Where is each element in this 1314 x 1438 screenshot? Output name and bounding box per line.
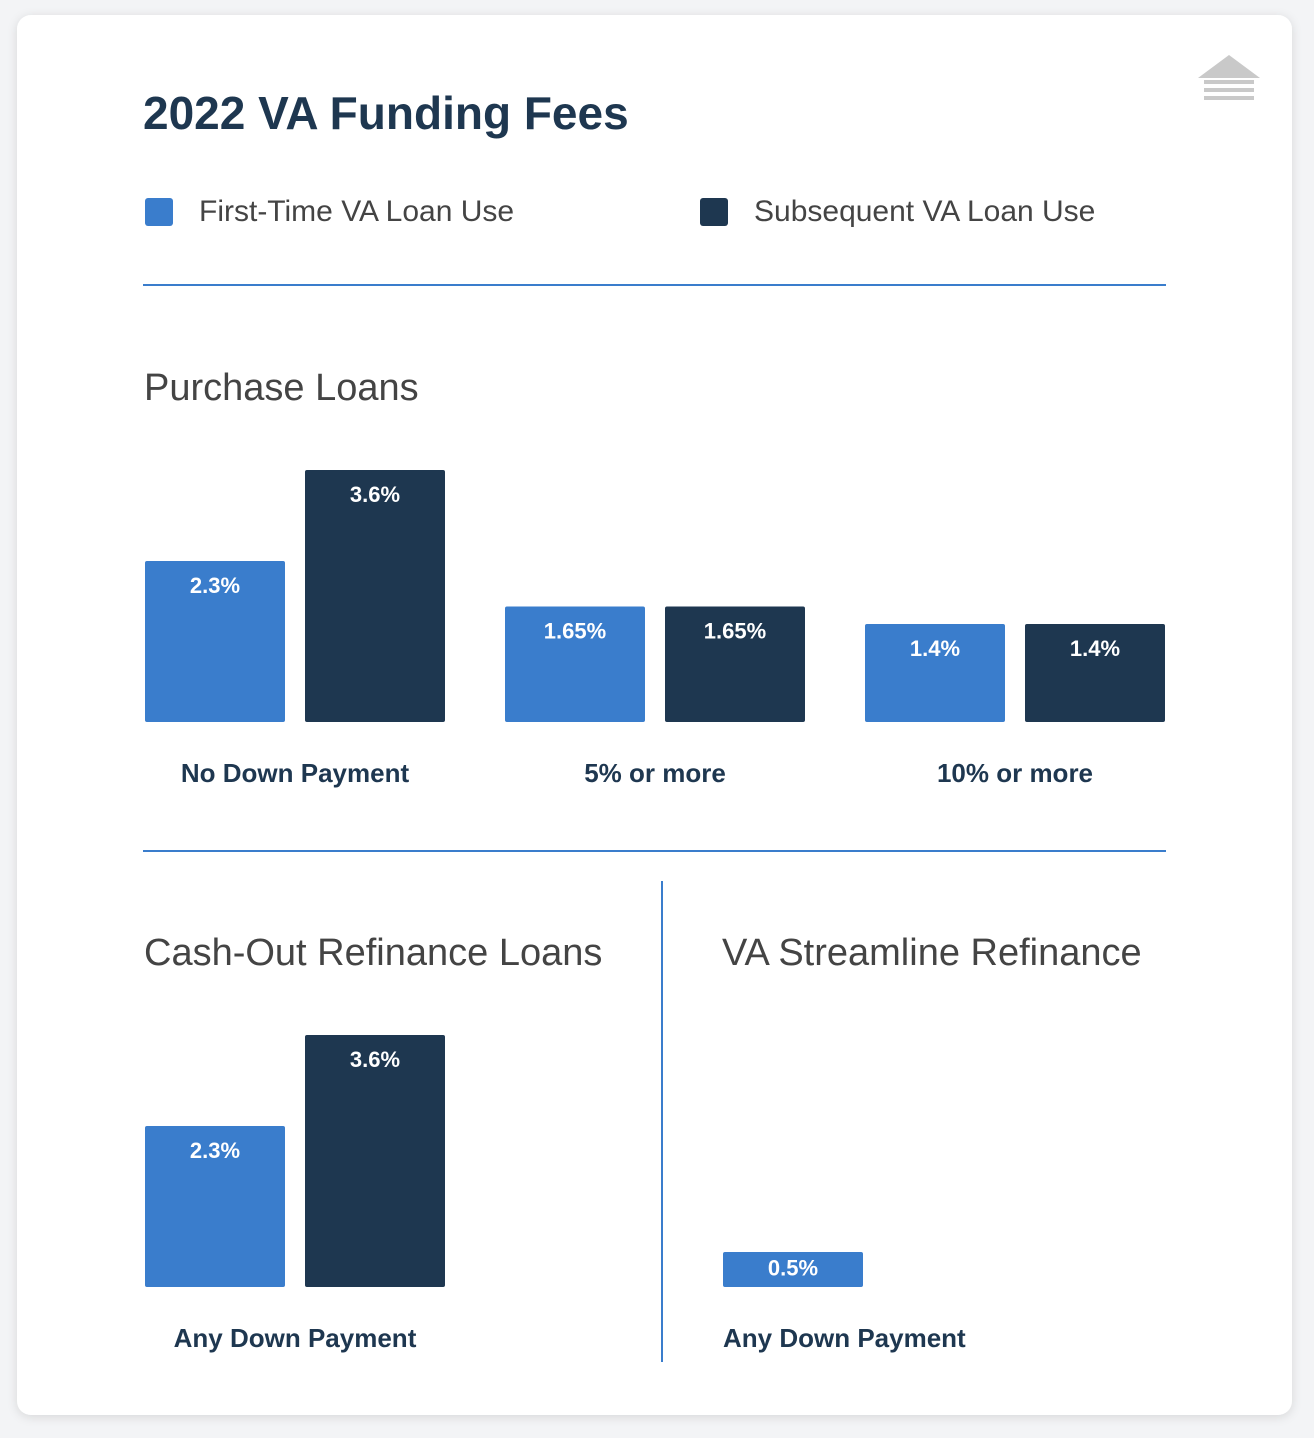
section-title: VA Streamline Refinance [722, 932, 1142, 974]
bar [145, 1126, 285, 1287]
bar [505, 606, 645, 722]
bar [665, 606, 805, 722]
category-label: No Down Payment [181, 758, 410, 788]
value-label: 3.6% [350, 482, 400, 507]
value-label: 1.4% [1070, 636, 1120, 661]
category-label: Any Down Payment [723, 1323, 966, 1353]
value-label: 0.5% [768, 1255, 818, 1280]
bar [305, 1035, 445, 1287]
section-title: Cash-Out Refinance Loans [144, 932, 602, 974]
legend-swatch [145, 198, 173, 226]
bar [865, 624, 1005, 722]
main-title: 2022 VA Funding Fees [143, 87, 629, 139]
section-title: Purchase Loans [144, 367, 419, 409]
bar [145, 561, 285, 722]
value-label: 2.3% [190, 1138, 240, 1163]
value-label: 1.4% [910, 636, 960, 661]
logo [1198, 55, 1260, 100]
bar [723, 1252, 863, 1287]
value-label: 1.65% [544, 618, 606, 643]
bar [305, 470, 445, 722]
legend-swatch [700, 198, 728, 226]
category-label: 10% or more [937, 758, 1093, 788]
bar [1025, 624, 1165, 722]
legend-label: Subsequent VA Loan Use [754, 195, 1095, 228]
value-label: 1.65% [704, 618, 766, 643]
legend-label: First-Time VA Loan Use [199, 195, 514, 228]
value-label: 2.3% [190, 573, 240, 598]
category-label: Any Down Payment [174, 1323, 417, 1353]
value-label: 3.6% [350, 1047, 400, 1072]
category-label: 5% or more [584, 758, 726, 788]
